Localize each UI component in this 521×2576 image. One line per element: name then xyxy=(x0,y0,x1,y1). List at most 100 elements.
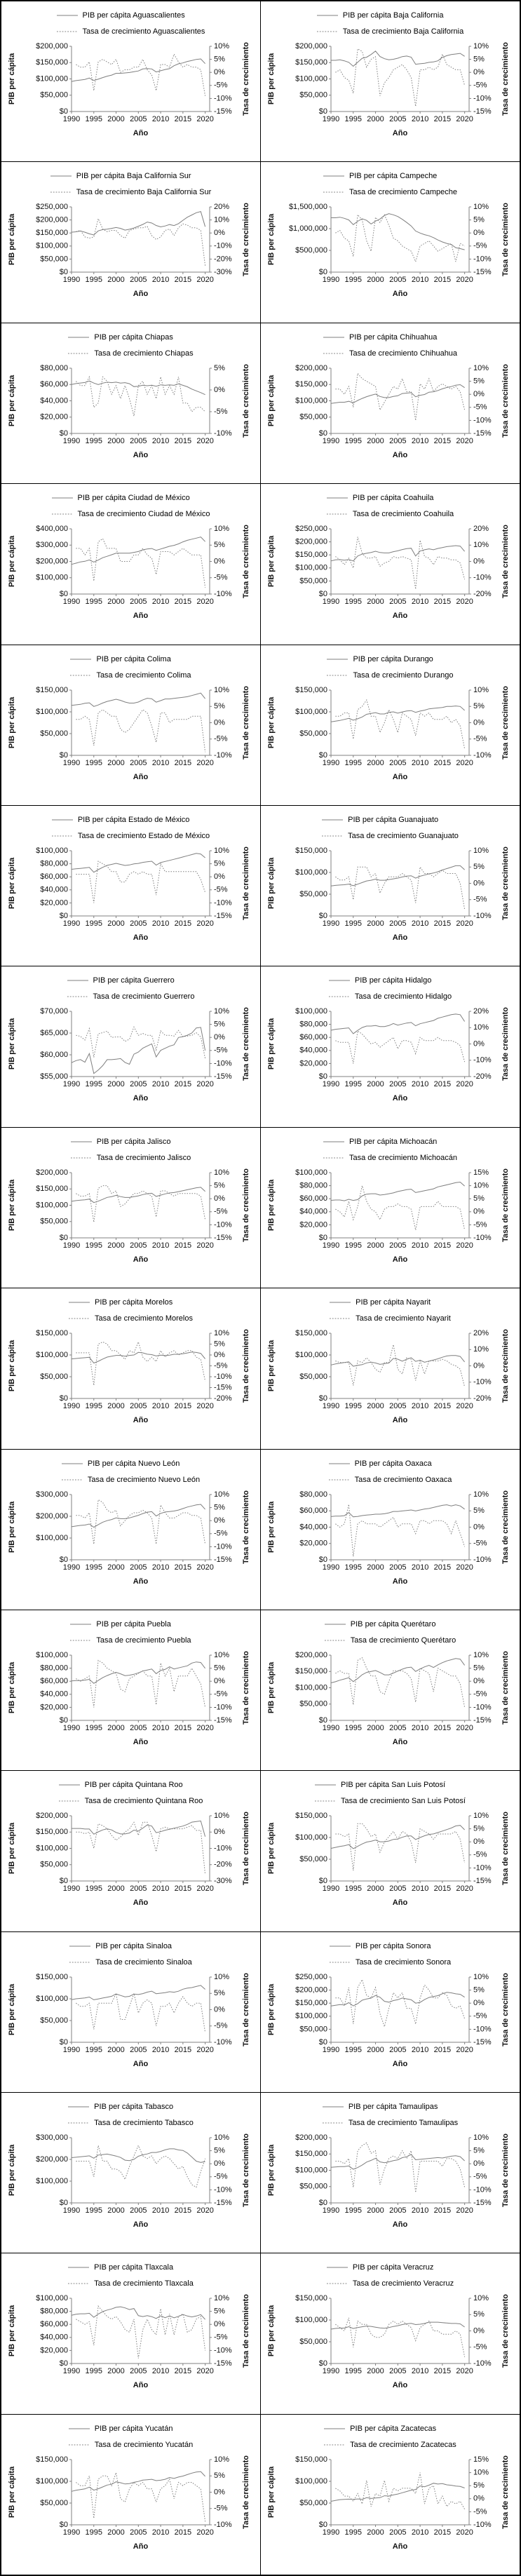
legend-label-growth: Tasa de crecimiento Morelos xyxy=(94,1314,193,1323)
x-axis-title: Año xyxy=(393,129,408,137)
left-tick-label: $0 xyxy=(319,429,327,438)
left-tick-label: $60,000 xyxy=(40,1677,68,1685)
legend: PIB per cápita Chiapas Tasa de crecimient… xyxy=(1,332,260,358)
chart-cell-aguascalientes: PIB per cápita Aguascalientes Tasa de cre… xyxy=(1,1,260,162)
left-tick-label: $60,000 xyxy=(40,872,68,881)
x-tick-label: 2000 xyxy=(367,2046,384,2054)
right-axis-title: Tasa de crecimiento xyxy=(242,1007,250,1081)
plot-area-hidalgo: $0 $20,000 $40,000 $60,000 $80,000 $100,000 -2… xyxy=(267,1007,510,1102)
growth-line xyxy=(76,2305,206,2359)
right-tick-label: -5% xyxy=(473,734,487,743)
legend: PIB per cápita Aguascalientes Tasa de cre… xyxy=(1,11,260,36)
left-tick-label: $50,000 xyxy=(299,2338,327,2346)
right-tick-label: 0% xyxy=(473,1999,485,2007)
right-tick-label: -10% xyxy=(473,2521,492,2529)
x-tick-label: 1990 xyxy=(323,1724,339,1732)
legend: PIB per cápita Tamaulipas Tasa de crecimi… xyxy=(261,2102,520,2128)
left-tick-label: $0 xyxy=(60,1877,68,1885)
left-axis-title: PIB per cápita xyxy=(8,1822,16,1874)
legend-label-growth: Tasa de crecimiento Chiapas xyxy=(94,349,194,358)
left-tick-label: $0 xyxy=(319,1716,327,1725)
x-tick-label: 2005 xyxy=(389,919,406,928)
x-axis-title: Año xyxy=(133,2381,149,2389)
x-tick-label: 2020 xyxy=(456,276,473,284)
right-axis-title: Tasa de crecimiento xyxy=(242,1812,250,1885)
legend-items: PIB per cápita Jalisco Tasa de crecimient… xyxy=(70,1137,191,1163)
x-tick-label: 2015 xyxy=(175,2367,191,2375)
right-tick-label: -10% xyxy=(473,1555,492,1563)
left-tick-label: $100,000 xyxy=(36,1995,68,2003)
left-tick-label: $50,000 xyxy=(299,1855,327,1863)
x-tick-label: 2020 xyxy=(456,759,473,767)
legend: PIB per cápita Baja California Tasa de cr… xyxy=(261,11,520,36)
right-tick-label: -10% xyxy=(214,2185,232,2194)
legend-item-pib: PIB per cápita Sonora xyxy=(329,1941,431,1951)
x-tick-label: 1995 xyxy=(86,759,102,767)
solid-line-sample-icon xyxy=(326,2267,348,2268)
left-tick-label: $50,000 xyxy=(299,576,327,585)
pib-line xyxy=(331,213,465,250)
left-tick-label: $200,000 xyxy=(36,42,68,50)
left-tick-label: $50,000 xyxy=(299,1700,327,1708)
left-tick-label: $100,000 xyxy=(295,396,327,405)
plot-area-zacatecas: $0 $50,000 $100,000 $150,000 -10% -5% 0% 5% 10% 1… xyxy=(267,2455,510,2551)
legend-items: PIB per cápita Baja California Sur Tasa d… xyxy=(50,171,211,197)
left-tick-label: $200,000 xyxy=(295,1985,327,1994)
x-tick-label: 1990 xyxy=(63,1080,80,1088)
x-tick-label: 2000 xyxy=(367,437,384,445)
right-tick-label: 0% xyxy=(214,2159,225,2168)
legend: PIB per cápita Durango Tasa de crecimient… xyxy=(261,654,520,680)
x-tick-label: 2010 xyxy=(412,2367,428,2375)
legend: PIB per cápita Campeche Tasa de crecimien… xyxy=(261,171,520,197)
x-tick-label: 2005 xyxy=(389,437,406,445)
right-axis-title: Tasa de crecimiento xyxy=(501,1007,510,1081)
left-tick-label: $0 xyxy=(319,2359,327,2368)
left-tick-label: $20,000 xyxy=(40,412,68,421)
legend: PIB per cápita Querétaro Tasa de crecimie… xyxy=(261,1619,520,1645)
x-tick-label: 2005 xyxy=(389,1402,406,1410)
x-tick-label: 2020 xyxy=(456,598,473,606)
right-axis-title: Tasa de crecimiento xyxy=(501,2294,510,2368)
plot-area-tlaxcala: $0 $20,000 $40,000 $60,000 $80,000 $100,000 -1… xyxy=(8,2294,250,2389)
left-axis-title: PIB per cápita xyxy=(267,2144,276,2196)
dotted-line-sample-icon xyxy=(323,353,344,354)
x-axis-title: Año xyxy=(133,2060,149,2068)
right-tick-label: 10% xyxy=(473,847,489,855)
x-tick-label: 2015 xyxy=(434,115,451,123)
legend-item-pib: PIB per cápita Baja California Sur xyxy=(50,171,191,181)
left-tick-label: $40,000 xyxy=(40,1690,68,1699)
x-tick-label: 1990 xyxy=(63,115,80,123)
legend-item-pib: PIB per cápita Nuevo León xyxy=(61,1459,180,1469)
right-tick-label: -5% xyxy=(214,2173,228,2181)
legend-items: PIB per cápita Colima Tasa de crecimiento… xyxy=(70,654,191,680)
legend-item-growth: Tasa de crecimiento Tlaxcala xyxy=(68,2279,194,2288)
solid-line-sample-icon xyxy=(328,980,350,981)
x-axis-title: Año xyxy=(133,773,149,781)
x-tick-label: 2010 xyxy=(152,1080,169,1088)
right-tick-label: -5% xyxy=(214,1046,228,1055)
x-tick-label: 2000 xyxy=(367,115,384,123)
right-tick-label: -10% xyxy=(214,1060,232,1068)
pib-line xyxy=(330,1658,466,1683)
right-tick-label: -5% xyxy=(473,81,487,90)
left-axis-title: PIB per cápita xyxy=(267,696,276,748)
growth-line xyxy=(335,1978,466,2028)
solid-line-sample-icon xyxy=(322,2106,344,2108)
x-tick-label: 1995 xyxy=(345,2046,362,2054)
legend-items: PIB per cápita Michoacán Tasa de crecimie… xyxy=(323,1137,457,1163)
legend-label-growth: Tasa de crecimiento Jalisco xyxy=(96,1153,191,1162)
right-tick-label: -20% xyxy=(214,1861,232,1869)
x-tick-label: 2010 xyxy=(152,115,169,123)
x-tick-label: 1990 xyxy=(323,115,339,123)
legend-items: PIB per cápita Morelos Tasa de crecimient… xyxy=(68,1297,193,1323)
right-tick-label: 5% xyxy=(473,1194,485,1203)
left-tick-label: $50,000 xyxy=(40,2499,68,2507)
legend-label-growth: Tasa de crecimiento Chihuahua xyxy=(349,349,458,358)
right-axis-title: Tasa de crecimiento xyxy=(501,685,510,759)
growth-line xyxy=(335,2142,466,2193)
legend-label-growth: Tasa de crecimiento Aguascalientes xyxy=(82,27,205,36)
growth-line xyxy=(335,699,466,749)
dotted-line-sample-icon xyxy=(68,2283,90,2284)
chart-cell-yucatan: PIB per cápita Yucatán Tasa de crecimient… xyxy=(1,2414,260,2575)
growth-line xyxy=(76,1659,206,1708)
